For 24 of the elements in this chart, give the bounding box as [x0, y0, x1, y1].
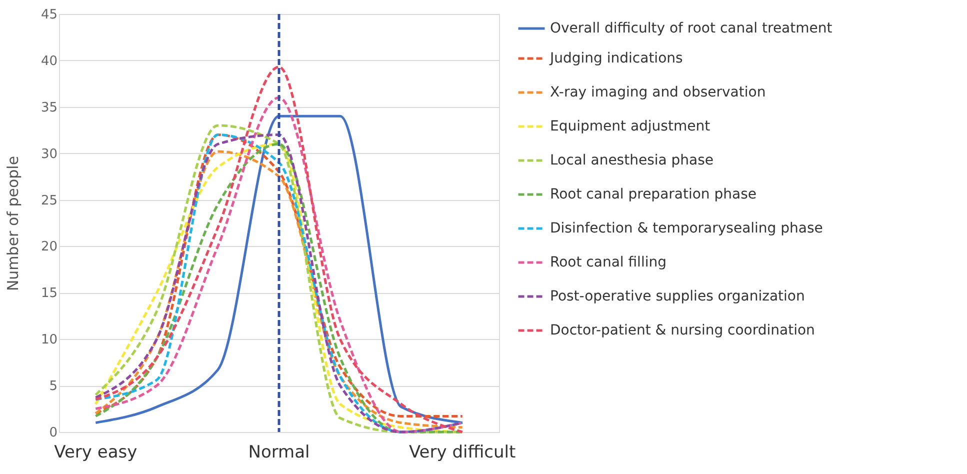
y-tick-label: 35 — [40, 100, 58, 116]
x-tick-label: Normal — [248, 442, 310, 462]
y-tick-label: 20 — [40, 240, 58, 255]
legend-label: Local anesthesia phase — [550, 152, 714, 168]
x-tick-label: Very difficult — [408, 442, 516, 462]
legend-label: Root canal preparation phase — [550, 186, 756, 202]
y-tick-label: 40 — [40, 54, 58, 69]
y-tick-label: 25 — [40, 193, 58, 208]
legend-label: Equipment adjustment — [550, 118, 711, 134]
y-axis-title: Number of people — [4, 156, 22, 292]
legend-label: Root canal filling — [550, 254, 666, 270]
legend-label: Post-operative supplies organization — [550, 288, 805, 304]
y-tick-label: 0 — [49, 426, 58, 440]
legend-label: Overall difficulty of root canal treatment — [550, 20, 833, 36]
legend-label: Disinfection & temporarysealing phase — [550, 220, 823, 236]
x-tick-label: Very easy — [54, 442, 138, 462]
y-tick-label: 45 — [40, 8, 58, 22]
y-tick-label: 5 — [49, 379, 58, 394]
y-tick-label: 15 — [40, 286, 58, 302]
legend-label: Judging indications — [549, 50, 683, 66]
y-tick-label: 10 — [40, 332, 58, 348]
legend-label: Doctor-patient & nursing coordination — [550, 322, 815, 338]
legend-label: X-ray imaging and observation — [550, 84, 766, 100]
y-tick-label: 30 — [40, 146, 58, 162]
